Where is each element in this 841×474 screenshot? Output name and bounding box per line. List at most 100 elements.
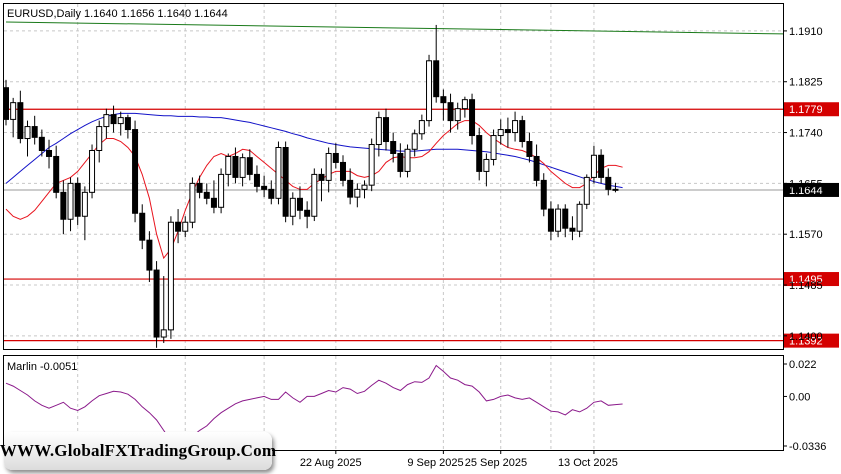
candle-body bbox=[17, 102, 24, 140]
candle bbox=[24, 120, 31, 157]
candle-body bbox=[339, 161, 346, 181]
candle-body bbox=[139, 212, 146, 241]
candle bbox=[440, 89, 447, 121]
price-tick-label: 1.1655 bbox=[789, 178, 823, 190]
price-axis: 1.19101.18251.17401.16551.15701.14851.14… bbox=[783, 26, 823, 343]
candle-body bbox=[189, 182, 196, 223]
candle-body bbox=[583, 176, 590, 205]
candle-body bbox=[461, 99, 468, 110]
candle-body bbox=[476, 135, 483, 172]
candle-body bbox=[3, 87, 9, 120]
candle bbox=[196, 175, 203, 199]
candle-body bbox=[347, 179, 354, 198]
candle bbox=[124, 114, 131, 139]
price-tick-label: 1.1570 bbox=[789, 229, 823, 241]
candle bbox=[182, 216, 189, 238]
candle bbox=[239, 153, 246, 187]
candle bbox=[332, 143, 339, 169]
candle bbox=[89, 144, 96, 199]
candle-body bbox=[390, 141, 397, 154]
candle-body bbox=[268, 188, 275, 199]
candle bbox=[139, 204, 146, 250]
current-price-label: 1.1644 bbox=[789, 185, 823, 197]
candle bbox=[17, 90, 24, 144]
candle-body bbox=[569, 227, 576, 232]
price-tick-label: 1.1485 bbox=[789, 280, 823, 292]
candle bbox=[160, 276, 167, 344]
candle-body bbox=[81, 191, 88, 217]
candle-body bbox=[490, 135, 497, 160]
candle bbox=[483, 153, 490, 187]
candle-body bbox=[96, 126, 103, 151]
candle-body bbox=[576, 203, 583, 232]
candle bbox=[304, 201, 311, 229]
candle bbox=[53, 145, 60, 199]
candle bbox=[555, 204, 562, 238]
candle-body bbox=[89, 149, 96, 193]
candle bbox=[110, 105, 117, 133]
candle bbox=[261, 175, 268, 198]
candle bbox=[296, 186, 303, 220]
symbol-header: EURUSD,Daily 1.1640 1.1656 1.1640 1.1644 bbox=[7, 8, 228, 20]
candle-body bbox=[519, 120, 526, 143]
candle-body bbox=[533, 155, 540, 181]
osc-tick-label: 0.00 bbox=[789, 391, 810, 403]
candle bbox=[612, 182, 619, 193]
candle-body bbox=[196, 182, 203, 193]
candle-body bbox=[203, 191, 210, 199]
oscillator-axis: 0.022 0.00 -0.0336 bbox=[783, 359, 826, 453]
candle-body bbox=[175, 221, 182, 232]
level-label-box bbox=[784, 333, 839, 348]
candle-body bbox=[218, 173, 225, 208]
candle-body bbox=[160, 329, 167, 338]
candle-body bbox=[289, 197, 296, 217]
candle bbox=[383, 108, 390, 151]
candle bbox=[361, 180, 368, 199]
candle-body bbox=[304, 209, 311, 217]
candle-body bbox=[210, 197, 217, 208]
candle-body bbox=[598, 154, 605, 178]
candle-body bbox=[275, 147, 282, 199]
candle-body bbox=[74, 182, 81, 217]
candle bbox=[569, 216, 576, 241]
candle bbox=[289, 192, 296, 226]
candle-body bbox=[354, 188, 361, 198]
candle-body bbox=[512, 120, 519, 134]
candle bbox=[46, 139, 53, 169]
candle bbox=[74, 177, 81, 226]
candle-body bbox=[318, 173, 325, 181]
time-tick-label: 9 Sep 2025 bbox=[407, 457, 463, 469]
candle bbox=[375, 111, 382, 157]
candle-body bbox=[497, 129, 504, 137]
candle bbox=[490, 129, 497, 166]
candle bbox=[368, 138, 375, 192]
candle bbox=[81, 186, 88, 241]
candle bbox=[132, 120, 139, 223]
candle-body bbox=[440, 96, 447, 104]
candle-body bbox=[167, 221, 174, 331]
candle bbox=[562, 204, 569, 238]
candle bbox=[583, 174, 590, 210]
marlin-line bbox=[5, 364, 623, 448]
candle-body bbox=[483, 158, 490, 172]
candle bbox=[454, 102, 461, 130]
candle bbox=[598, 149, 605, 184]
candle-body bbox=[411, 133, 418, 150]
candle bbox=[512, 111, 519, 142]
osc-tick-label: -0.0336 bbox=[789, 441, 826, 453]
candle bbox=[246, 149, 253, 181]
level-label: 1.1392 bbox=[789, 336, 823, 348]
candle-body bbox=[562, 208, 569, 229]
candle-body bbox=[404, 148, 411, 172]
candle-body bbox=[146, 239, 153, 271]
candle-body bbox=[375, 117, 382, 146]
candle bbox=[447, 93, 454, 133]
candle-body bbox=[253, 173, 260, 187]
candle bbox=[504, 117, 511, 148]
candle bbox=[275, 141, 282, 205]
candle bbox=[533, 144, 540, 187]
candle-body bbox=[526, 141, 533, 157]
level-label-box bbox=[784, 102, 839, 117]
candle bbox=[404, 144, 411, 178]
candle bbox=[426, 54, 433, 127]
